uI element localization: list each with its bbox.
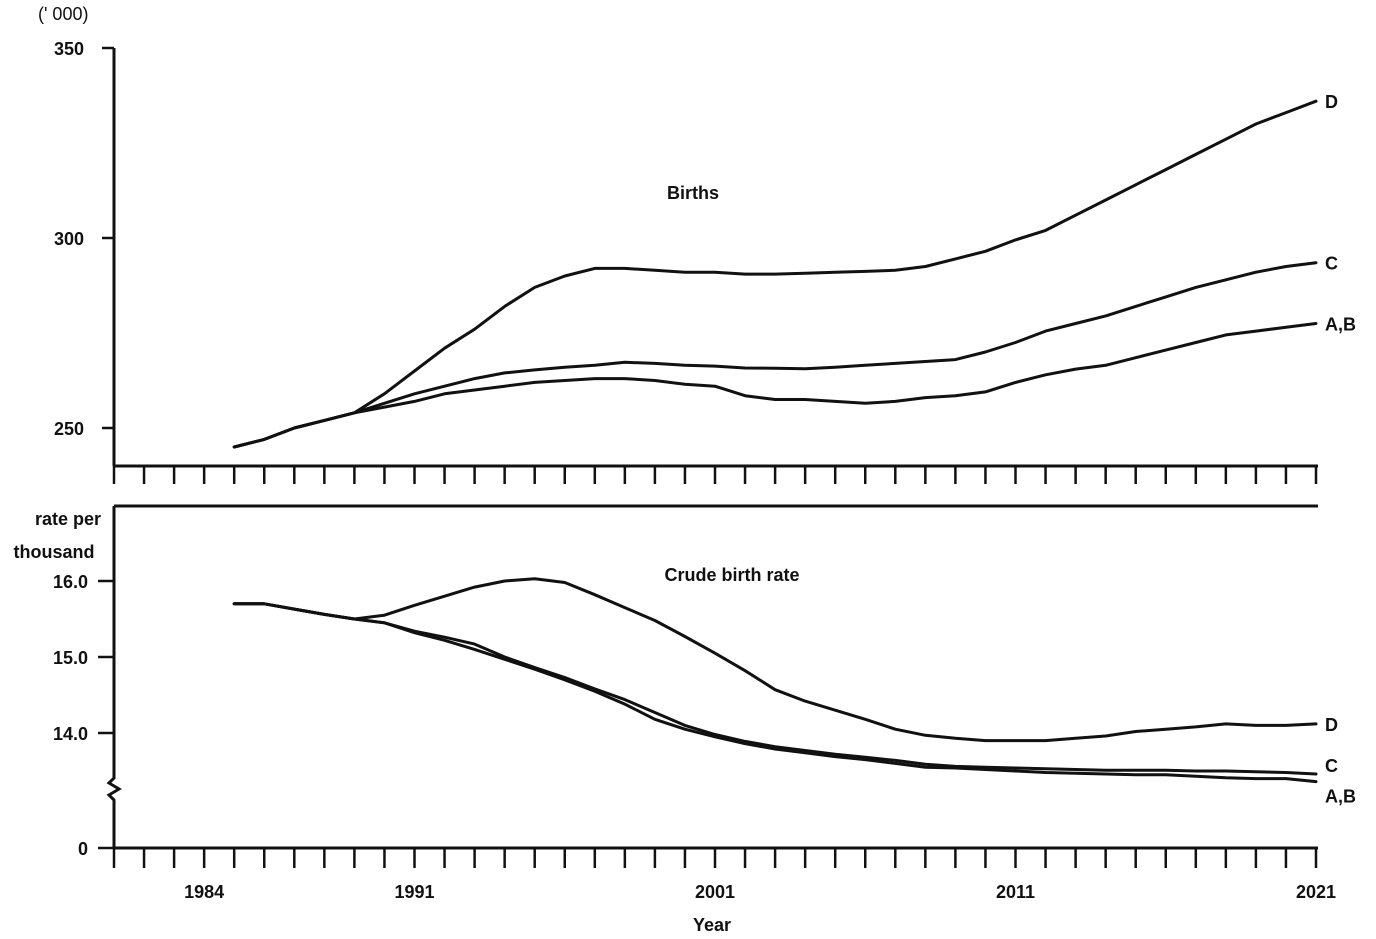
- rate-series-label-c: C: [1325, 756, 1338, 776]
- x-tick-label: 2011: [996, 882, 1035, 902]
- births-series-c: [232, 261, 1318, 449]
- rate-y-tick-label: 14.0: [53, 724, 88, 744]
- rate-y-unit-line2: thousand: [14, 542, 95, 562]
- rate-y-ticks: 0 14.0 15.0 16.0: [53, 572, 114, 859]
- series-labels: D C A,B D C A,B: [1325, 92, 1356, 806]
- births-y-ticks: 250 300 350: [54, 39, 114, 439]
- rate-y-tick-label: 15.0: [53, 648, 88, 668]
- rate-series-label-ab: A,B: [1325, 787, 1356, 807]
- x-tick-label: 2021: [1296, 882, 1336, 902]
- births-series-label-d: D: [1325, 92, 1338, 112]
- x-axis-title: Year: [693, 915, 731, 935]
- rate-series-d: [232, 577, 1318, 743]
- x-tick-label: 1984: [184, 882, 224, 902]
- births-series-d: [232, 99, 1318, 449]
- births-y-tick-label: 300: [54, 229, 84, 249]
- x-tick-label: 2001: [695, 882, 735, 902]
- x-tick-labels: 1984 1991 2001 2011 2021: [184, 882, 1336, 902]
- rate-series-label-d: D: [1325, 715, 1338, 735]
- series-layer: [232, 99, 1318, 784]
- rate-y-axis: [106, 506, 122, 848]
- rate-title: Crude birth rate: [664, 565, 799, 585]
- births-series-label-ab: A,B: [1325, 315, 1356, 335]
- rate-y-unit-line1: rate per: [35, 509, 101, 529]
- rate-x-ticks: [112, 848, 1318, 868]
- births-y-tick-label: 250: [54, 419, 84, 439]
- rate-y-tick-label: 16.0: [53, 572, 88, 592]
- births-x-ticks: [112, 466, 1318, 484]
- births-series-ab: [232, 322, 1318, 449]
- births-y-unit: (' 000): [38, 4, 88, 24]
- births-title: Births: [667, 183, 719, 203]
- rate-series-ab: [232, 602, 1318, 784]
- births-y-tick-label: 350: [54, 39, 84, 59]
- x-tick-label: 1991: [394, 882, 434, 902]
- rate-y-tick-label: 0: [78, 839, 88, 859]
- births-series-label-c: C: [1325, 254, 1338, 274]
